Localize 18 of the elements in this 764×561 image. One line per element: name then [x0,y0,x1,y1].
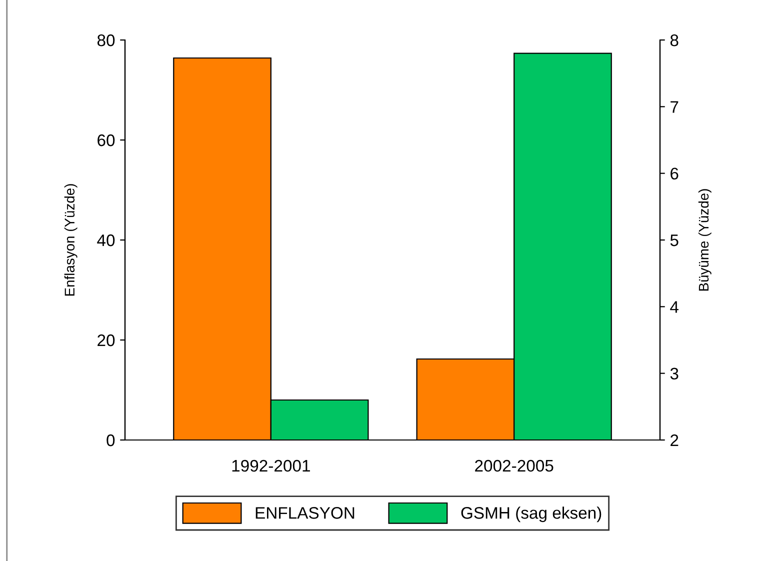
y-axis-title: Enflasyon (Yüzde) [64,184,78,296]
y2-tick-label: 5 [670,234,678,246]
y2-tick-label: 8 [670,34,678,46]
legend-label: ENFLASYON [256,507,354,519]
y-tick-label: 20 [98,334,115,346]
y2-tick-label: 6 [670,168,678,180]
y2-tick-label: 2 [670,434,678,446]
y2-axis-title: Büyüme (Yüzde) [698,189,712,291]
y-tick-label: 80 [97,34,115,46]
x-tick-label: 1992-2001 [232,460,310,472]
x-tick-label: 2002-2005 [475,460,554,472]
y-tick-label: 0 [106,434,115,446]
y2-tick-label: 3 [670,368,678,380]
legend-label: GSMH (sag eksen) [461,506,602,522]
y-tick-label: 60 [98,134,115,146]
y2-tick-label: 7 [670,101,678,113]
y2-tick-label: 4 [670,301,679,313]
y-tick-label: 40 [97,234,115,246]
